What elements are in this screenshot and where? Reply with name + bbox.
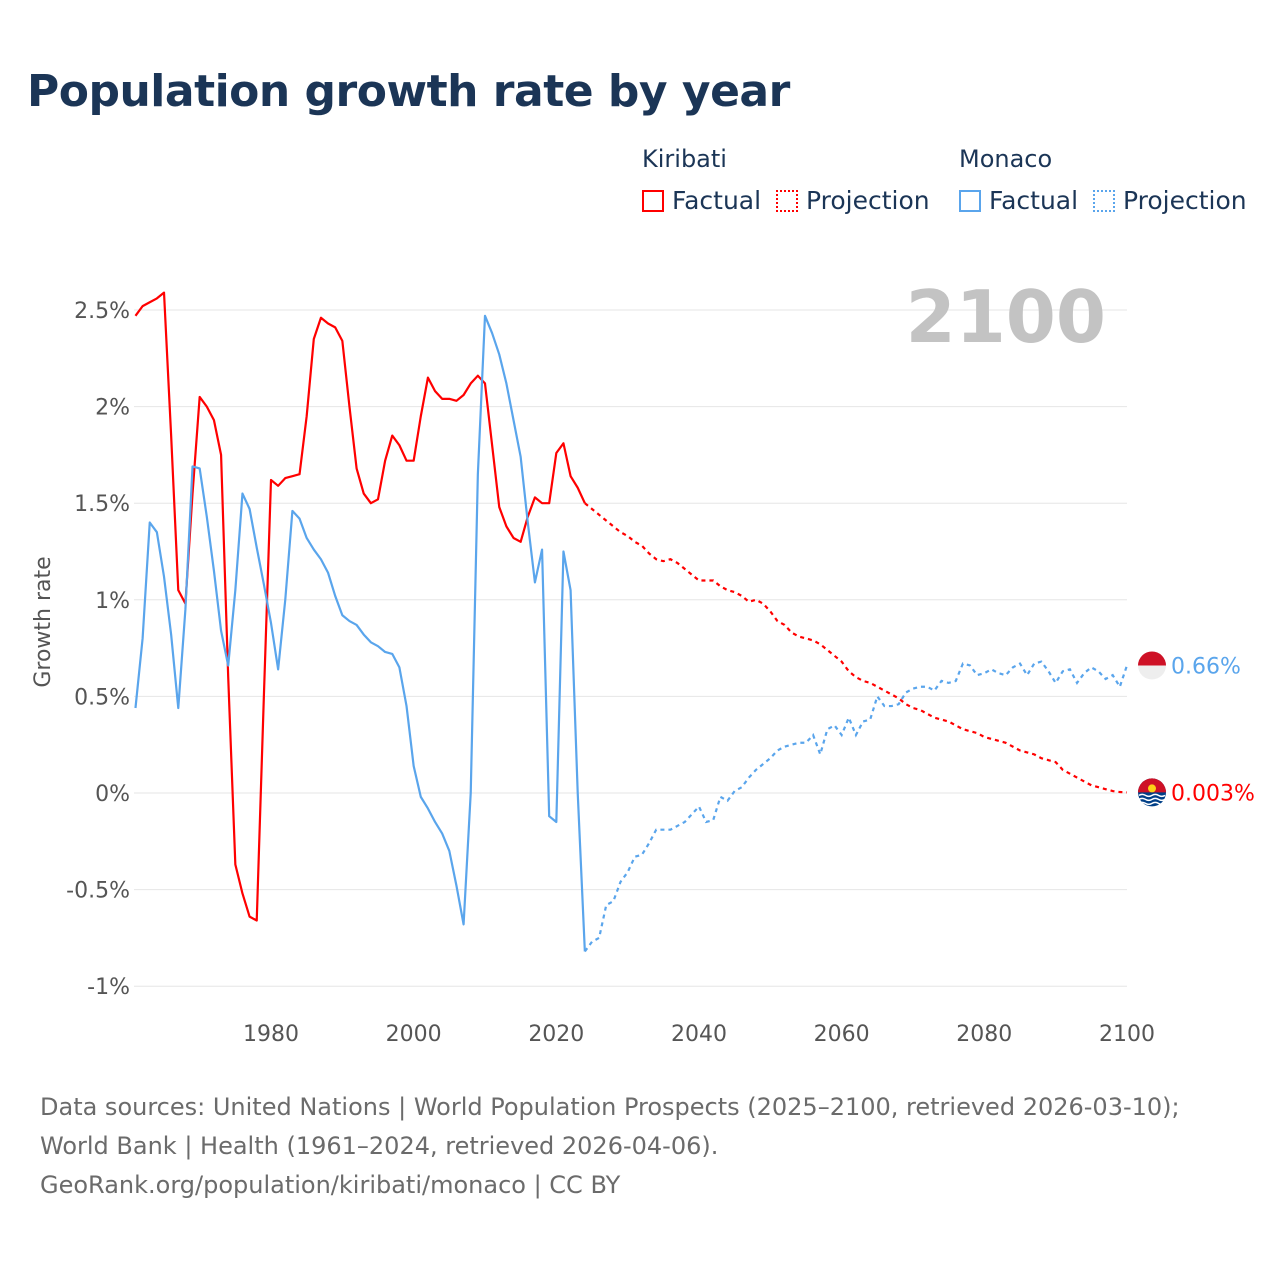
- y-tick-label: -0.5%: [66, 879, 130, 904]
- kiribati-flag-wave: [1138, 797, 1166, 802]
- series-kiribati-factual: [134, 291, 586, 922]
- y-tick-label: 1.5%: [74, 492, 130, 517]
- footer: Data sources: United Nations | World Pop…: [40, 1088, 1240, 1205]
- legend-kiribati-factual[interactable]: Factual: [642, 186, 761, 215]
- legend-swatch-solid: [959, 189, 981, 212]
- legend-swatch-dotted: [776, 189, 798, 212]
- legend-swatch-dotted: [1093, 189, 1115, 212]
- y-tick-label: -1%: [87, 975, 130, 1000]
- y-tick-label: 0.5%: [74, 685, 130, 710]
- x-tick-label: 2100: [1099, 1022, 1155, 1047]
- y-tick-label: 2%: [95, 396, 130, 421]
- y-tick-label: 0%: [95, 782, 130, 807]
- legend-monaco-factual[interactable]: Factual: [959, 186, 1078, 215]
- x-tick-label: 2040: [671, 1022, 727, 1047]
- y-tick-label: 1%: [95, 589, 130, 614]
- series-monaco-factual: [134, 314, 586, 952]
- legend-label: Factual: [672, 186, 762, 215]
- legend-group-monaco: Monaco: [959, 145, 1053, 173]
- series-kiribati-projection: [584, 502, 1128, 794]
- end-label-kiribati: 0.003%: [1171, 781, 1255, 806]
- x-tick-label: 2060: [814, 1022, 870, 1047]
- legend-label: Projection: [806, 186, 930, 215]
- monaco-flag-red-half: [1138, 651, 1166, 666]
- series-monaco-projection: [583, 660, 1129, 953]
- legend-swatch-solid: [642, 189, 664, 212]
- y-axis-label: Growth rate: [31, 556, 56, 687]
- legend-label: Projection: [1123, 186, 1247, 215]
- legend-group-kiribati: Kiribati: [642, 145, 727, 173]
- chart-title: Population growth rate by year: [27, 66, 790, 117]
- legend-monaco-projection[interactable]: Projection: [1093, 186, 1247, 215]
- plot-area: 2.5% 2% 1.5% 1% 0.5% 0% -0.5% -1% 1980 2000 2020 20…: [31, 275, 1255, 1047]
- y-tick-label: 2.5%: [74, 299, 130, 324]
- legend-kiribati-projection[interactable]: Projection: [776, 186, 930, 215]
- x-tick-label: 1980: [243, 1022, 299, 1047]
- year-label: 2100: [906, 275, 1106, 359]
- legend-label: Factual: [989, 186, 1079, 215]
- end-label-monaco: 0.66%: [1171, 654, 1241, 679]
- x-tick-label: 2080: [956, 1022, 1012, 1047]
- kiribati-flag-sun: [1148, 784, 1156, 793]
- credit-link[interactable]: GeoRank.org/population/kiribati/monaco |…: [40, 1171, 621, 1199]
- x-tick-label: 2000: [386, 1022, 442, 1047]
- data-sources: Data sources: United Nations | World Pop…: [40, 1093, 1180, 1160]
- kiribati-flag-wave: [1138, 793, 1166, 798]
- x-tick-label: 2020: [528, 1022, 584, 1047]
- kiribati-flag-wave: [1138, 801, 1166, 806]
